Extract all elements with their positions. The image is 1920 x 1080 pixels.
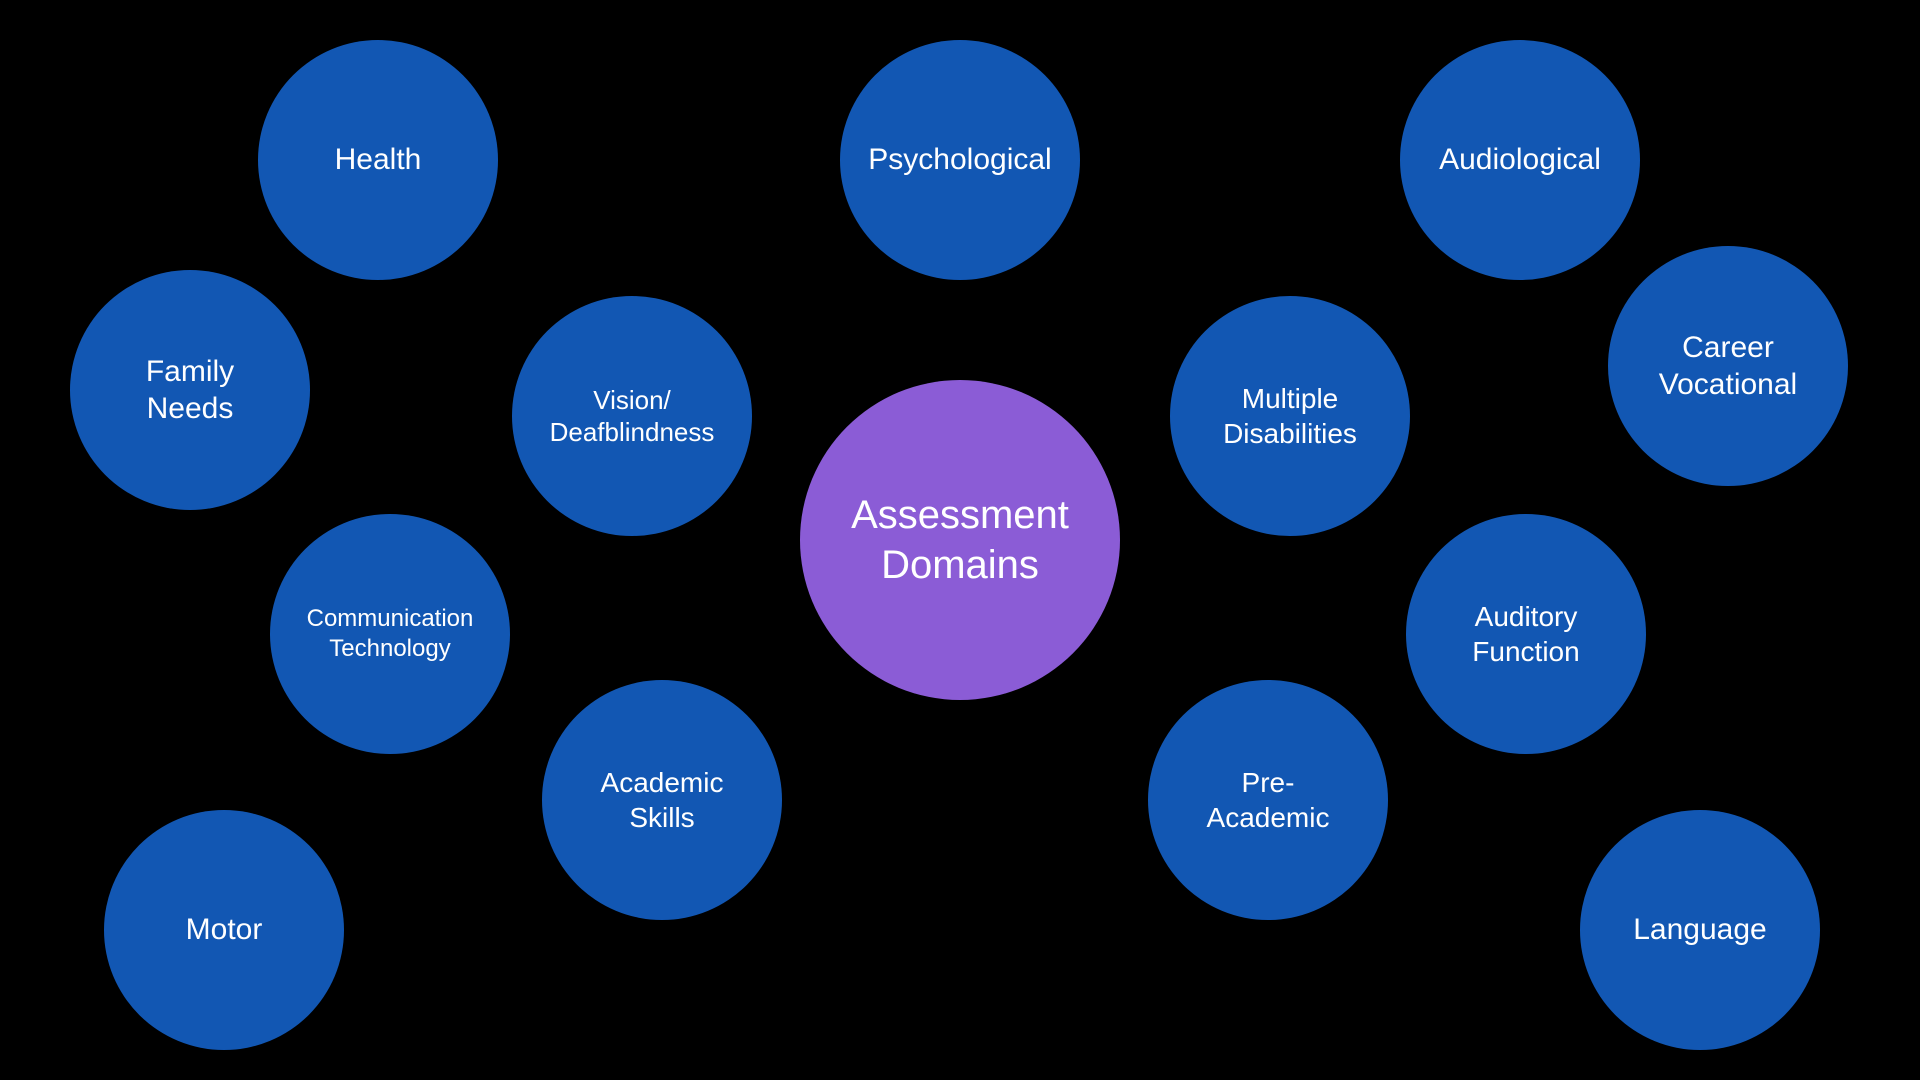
node-psychological-label: Psychological bbox=[868, 141, 1051, 179]
node-language: Language bbox=[1580, 810, 1820, 1050]
node-pre-academic: Pre- Academic bbox=[1148, 680, 1388, 920]
center-node-label: Assessment Domains bbox=[851, 490, 1069, 590]
node-family-needs-label: Family Needs bbox=[146, 353, 234, 428]
node-multiple-dis: Multiple Disabilities bbox=[1170, 296, 1410, 536]
node-family-needs: Family Needs bbox=[70, 270, 310, 510]
node-motor-label: Motor bbox=[186, 911, 263, 949]
node-academic-skills: Academic Skills bbox=[542, 680, 782, 920]
node-career-voc-label: Career Vocational bbox=[1659, 329, 1797, 404]
node-audiological: Audiological bbox=[1400, 40, 1640, 280]
node-academic-skills-label: Academic Skills bbox=[601, 765, 724, 835]
node-comm-tech: Communication Technology bbox=[270, 514, 510, 754]
node-auditory-fn-label: Auditory Function bbox=[1472, 599, 1579, 669]
node-multiple-dis-label: Multiple Disabilities bbox=[1223, 381, 1357, 451]
node-vision-deafblind-label: Vision/ Deafblindness bbox=[550, 384, 715, 449]
diagram-canvas: Assessment Domains Health Psychological Aud… bbox=[0, 0, 1920, 1080]
node-motor: Motor bbox=[104, 810, 344, 1050]
node-pre-academic-label: Pre- Academic bbox=[1207, 765, 1330, 835]
node-comm-tech-label: Communication Technology bbox=[307, 604, 474, 664]
node-career-voc: Career Vocational bbox=[1608, 246, 1848, 486]
node-vision-deafblind: Vision/ Deafblindness bbox=[512, 296, 752, 536]
node-audiological-label: Audiological bbox=[1439, 141, 1601, 179]
node-psychological: Psychological bbox=[840, 40, 1080, 280]
node-health-label: Health bbox=[335, 141, 422, 179]
center-node: Assessment Domains bbox=[800, 380, 1120, 700]
node-health: Health bbox=[258, 40, 498, 280]
node-auditory-fn: Auditory Function bbox=[1406, 514, 1646, 754]
node-language-label: Language bbox=[1633, 911, 1766, 949]
